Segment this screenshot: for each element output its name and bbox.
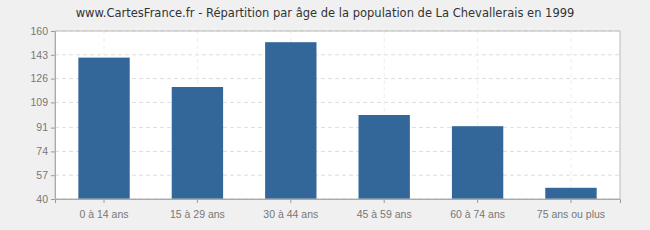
- y-tick-label: 143: [30, 49, 48, 61]
- x-tick-label: 15 à 29 ans: [170, 208, 225, 220]
- grid-line: [55, 127, 620, 128]
- grid-line: [55, 54, 620, 55]
- bar: [172, 87, 223, 199]
- y-tick: 57: [36, 169, 55, 181]
- y-tick: 126: [30, 72, 55, 84]
- x-tick: 45 à 59 ans: [357, 199, 412, 220]
- grid-line: [55, 151, 620, 152]
- plot: 40 57 74 91 109 126 143 160 0 à 14 ans 15 à 29 an…: [30, 25, 620, 220]
- x-tick-label: 60 à 74 ans: [450, 208, 505, 220]
- x-tick-label: 0 à 14 ans: [80, 208, 129, 220]
- y-tick-label: 74: [36, 145, 48, 157]
- y-tick: 91: [36, 121, 55, 133]
- bar: [359, 115, 410, 199]
- y-tick: 74: [36, 145, 55, 157]
- y-tick-mark: [51, 102, 55, 103]
- y-tick-label: 126: [30, 72, 48, 84]
- grid-line: [55, 102, 620, 103]
- y-tick-label: 57: [36, 169, 48, 181]
- background: [0, 0, 650, 230]
- grid-line-vertical: [570, 31, 571, 199]
- y-tick-mark: [51, 175, 55, 176]
- x-tick-mark: [104, 199, 105, 203]
- y-tick-label: 160: [30, 25, 48, 37]
- y-tick-label: 91: [36, 121, 48, 133]
- x-tick-mark: [384, 199, 385, 203]
- y-tick-mark: [51, 151, 55, 152]
- x-tick-label: 45 à 59 ans: [357, 208, 412, 220]
- y-tick-mark: [51, 199, 55, 200]
- bars: [78, 42, 596, 199]
- y-tick: 40: [36, 193, 55, 205]
- x-tick-mark: [290, 199, 291, 203]
- bar: [452, 126, 503, 199]
- x-tick-mark: [570, 199, 571, 203]
- y-tick-mark: [51, 79, 55, 80]
- bar: [545, 188, 596, 199]
- y-tick: 109: [30, 96, 55, 108]
- bar: [78, 58, 129, 199]
- title: www.CartesFrance.fr - Répartition par âg…: [76, 6, 575, 20]
- y-tick: 143: [30, 49, 55, 61]
- chart: www.CartesFrance.fr - Répartition par âg…: [0, 0, 650, 230]
- y-tick-mark: [51, 128, 55, 129]
- y-tick-label: 109: [30, 96, 48, 108]
- y-tick: 160: [30, 25, 55, 37]
- x-tick: 0 à 14 ans: [80, 199, 129, 220]
- x-tick-label: 30 à 44 ans: [263, 208, 318, 220]
- grid-line: [55, 78, 620, 79]
- x-tick: 15 à 29 ans: [170, 199, 225, 220]
- plot-area: [55, 31, 620, 199]
- x-tick-mark: [197, 199, 198, 203]
- y-tick-mark: [51, 31, 55, 32]
- y-tick-label: 40: [36, 193, 48, 205]
- x-axis: 0 à 14 ans 15 à 29 ans 30 à 44 ans 45 à 59 …: [56, 199, 621, 220]
- x-axis-line: [56, 200, 621, 204]
- grid: [55, 31, 620, 199]
- x-tick-mark: [477, 199, 478, 203]
- grid-line: [55, 175, 620, 176]
- plot-frame: [55, 31, 620, 199]
- y-tick-mark: [51, 55, 55, 56]
- bar: [265, 42, 316, 199]
- x-tick: 75 ans ou plus: [537, 199, 605, 220]
- x-tick: 60 à 74 ans: [450, 199, 505, 220]
- x-tick-label: 75 ans ou plus: [537, 208, 605, 220]
- x-tick: 30 à 44 ans: [263, 199, 318, 220]
- y-axis: 40 57 74 91 109 126 143 160: [30, 25, 55, 205]
